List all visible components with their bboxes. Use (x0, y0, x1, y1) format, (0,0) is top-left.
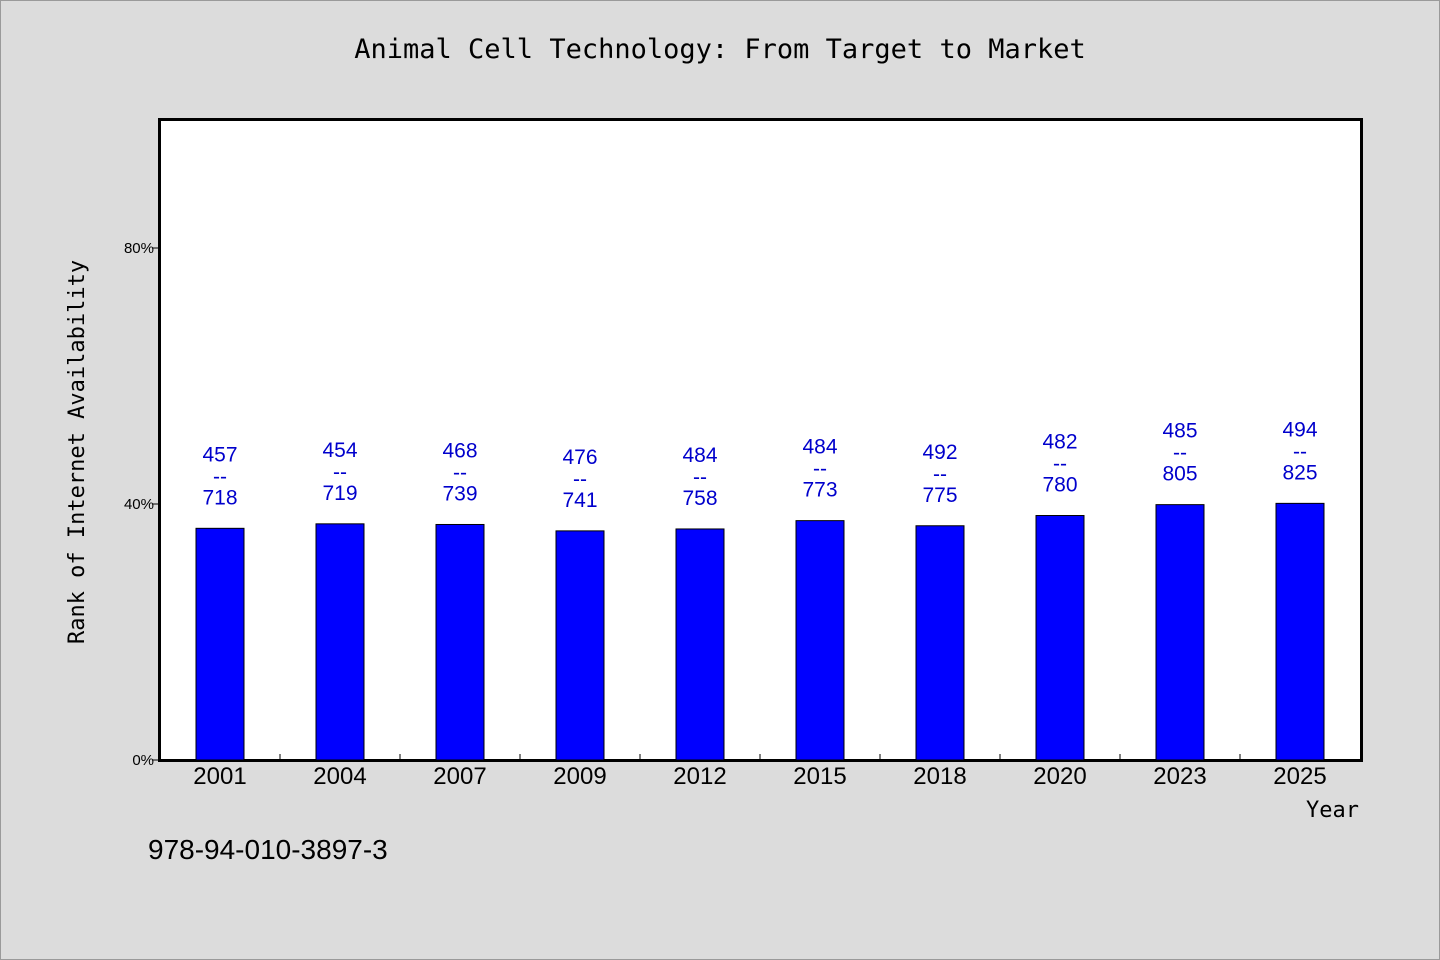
y-tick-label-1: 40% (124, 496, 154, 513)
bar-2023 (1155, 504, 1205, 761)
data-label-bottom-2004: 719 (322, 482, 357, 505)
data-label-sep-2009: -- (573, 468, 587, 491)
x-axis-ticks: 2001 2004 2007 2009 2012 2015 2018 2020 2023 2025 (193, 754, 1327, 790)
bar-2025 (1275, 502, 1325, 761)
x-tick-label-1: 2004 (313, 763, 366, 790)
data-label-top-2018: 492 (922, 441, 957, 464)
x-tick-label-4: 2012 (673, 763, 726, 790)
data-label-bottom-2001: 718 (202, 486, 237, 509)
bar-2004 (315, 523, 365, 761)
x-tick-label-8: 2023 (1153, 763, 1206, 790)
bar-2015 (795, 520, 845, 761)
data-label-top-2001: 457 (202, 443, 237, 466)
isbn-text: 978-94-010-3897-3 (148, 834, 388, 865)
y-axis-ticks: 0% 40% 80% (124, 240, 160, 769)
data-label-sep-2004: -- (333, 461, 347, 484)
bar-2012 (675, 528, 725, 761)
data-label-top-2015: 484 (802, 436, 837, 459)
data-label-top-2025: 494 (1282, 418, 1317, 441)
x-tick-label-5: 2015 (793, 763, 846, 790)
bar-2018 (915, 525, 965, 761)
data-label-bottom-2020: 780 (1042, 474, 1077, 497)
bar-2007 (435, 523, 485, 761)
data-label-sep-2007: -- (453, 461, 467, 484)
data-label-bottom-2018: 775 (922, 484, 957, 507)
data-label-top-2009: 476 (562, 446, 597, 469)
x-tick-label-2: 2007 (433, 763, 486, 790)
data-label-sep-2023: -- (1173, 442, 1187, 465)
data-label-top-2007: 468 (442, 439, 477, 462)
y-axis-title: Rank of Internet Availability (65, 260, 90, 644)
bars (195, 502, 1325, 761)
data-label-top-2023: 485 (1162, 420, 1197, 443)
data-label-sep-2025: -- (1293, 440, 1307, 463)
data-label-bottom-2015: 773 (802, 479, 837, 502)
data-label-top-2004: 454 (322, 439, 357, 462)
y-tick-label-0: 0% (132, 752, 154, 769)
chart-title: Animal Cell Technology: From Target to M… (354, 34, 1086, 65)
bar-2020 (1035, 515, 1085, 761)
data-label-sep-2012: -- (693, 466, 707, 489)
bar-2001 (195, 527, 245, 761)
data-label-sep-2018: -- (933, 463, 947, 486)
data-labels: 457--718454--719468--739476--741484--758… (202, 418, 1317, 512)
data-label-bottom-2007: 739 (442, 482, 477, 505)
data-label-bottom-2009: 741 (562, 489, 597, 512)
data-label-sep-2015: -- (813, 458, 827, 481)
bar-2009 (555, 530, 605, 761)
x-tick-label-9: 2025 (1273, 763, 1326, 790)
data-label-sep-2001: -- (213, 465, 227, 488)
x-tick-label-0: 2001 (193, 763, 246, 790)
x-tick-label-6: 2018 (913, 763, 966, 790)
y-tick-label-2: 80% (124, 240, 154, 257)
data-label-bottom-2023: 805 (1162, 463, 1197, 486)
data-label-sep-2020: -- (1053, 453, 1067, 476)
x-tick-label-3: 2009 (553, 763, 606, 790)
x-axis-title: Year (1306, 798, 1359, 823)
x-tick-label-7: 2020 (1033, 763, 1086, 790)
data-label-top-2020: 482 (1042, 431, 1077, 454)
data-label-bottom-2012: 758 (682, 487, 717, 510)
data-label-top-2012: 484 (682, 444, 717, 467)
data-label-bottom-2025: 825 (1282, 461, 1317, 484)
